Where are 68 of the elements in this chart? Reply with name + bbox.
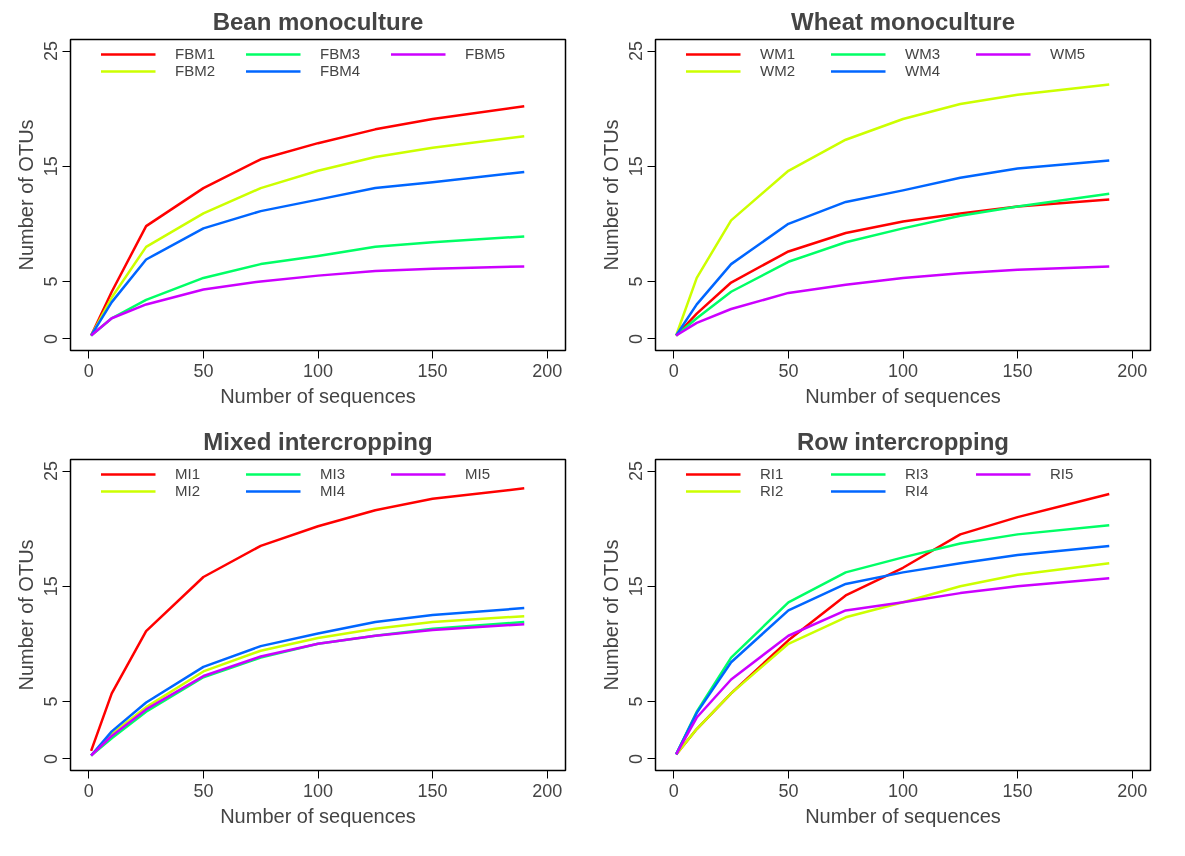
y-tick-label: 5 bbox=[41, 276, 62, 287]
x-tick-label: 200 bbox=[532, 360, 563, 381]
y-axis-title: Number of OTUs bbox=[14, 539, 37, 691]
y-tick-label: 25 bbox=[626, 461, 647, 482]
y-tick-label: 5 bbox=[626, 276, 647, 287]
x-tick-label: 50 bbox=[778, 360, 799, 381]
x-tick-label: 200 bbox=[1117, 780, 1148, 801]
y-tick-label: 25 bbox=[41, 461, 62, 482]
legend-label: WM1 bbox=[760, 45, 796, 62]
legend-label: RI5 bbox=[1050, 465, 1075, 482]
x-tick-label: 150 bbox=[1002, 780, 1033, 801]
legend-label: RI4 bbox=[905, 482, 930, 499]
x-tick-label: 0 bbox=[668, 780, 679, 801]
legend-label: FBM5 bbox=[465, 45, 506, 62]
y-tick-label: 0 bbox=[626, 753, 647, 764]
x-tick-label: 200 bbox=[1117, 360, 1148, 381]
legend-label: MI3 bbox=[320, 465, 346, 482]
legend-label: FBM4 bbox=[320, 62, 361, 79]
legend-label: RI2 bbox=[760, 482, 785, 499]
x-axis-title: Number of sequences bbox=[805, 804, 1001, 827]
chart-title: Wheat monoculture bbox=[791, 7, 1016, 35]
legend-label: MI4 bbox=[320, 482, 346, 499]
y-tick-label: 25 bbox=[626, 41, 647, 62]
x-tick-label: 100 bbox=[887, 360, 919, 381]
y-tick-label: 25 bbox=[41, 41, 62, 62]
legend-label: FBM2 bbox=[175, 62, 216, 79]
chart-title: Mixed intercropping bbox=[203, 427, 433, 455]
legend-label: FBM3 bbox=[320, 45, 361, 62]
x-tick-label: 50 bbox=[778, 780, 799, 801]
legend-label: WM2 bbox=[760, 62, 796, 79]
legend-label: WM4 bbox=[905, 62, 941, 79]
legend-label: WM3 bbox=[905, 45, 941, 62]
x-tick-label: 100 bbox=[302, 360, 334, 381]
y-tick-label: 0 bbox=[41, 333, 62, 344]
x-tick-label: 100 bbox=[887, 780, 919, 801]
legend-label: WM5 bbox=[1050, 45, 1086, 62]
y-tick-label: 5 bbox=[41, 696, 62, 707]
x-axis-title: Number of sequences bbox=[220, 384, 416, 407]
x-axis-title: Number of sequences bbox=[805, 384, 1001, 407]
x-tick-label: 200 bbox=[532, 780, 563, 801]
x-tick-label: 50 bbox=[193, 360, 214, 381]
y-tick-label: 15 bbox=[626, 156, 647, 177]
legend-label: FBM1 bbox=[175, 45, 216, 62]
legend-label: MI1 bbox=[175, 465, 201, 482]
y-tick-label: 15 bbox=[41, 576, 62, 597]
legend-label: RI3 bbox=[905, 465, 930, 482]
y-axis-title: Number of OTUs bbox=[599, 119, 622, 271]
x-tick-label: 0 bbox=[668, 360, 679, 381]
legend-label: MI5 bbox=[465, 465, 491, 482]
x-tick-label: 0 bbox=[83, 780, 94, 801]
y-tick-label: 15 bbox=[626, 576, 647, 597]
y-tick-label: 15 bbox=[41, 156, 62, 177]
legend-label: MI2 bbox=[175, 482, 201, 499]
chart-title: Row intercropping bbox=[797, 427, 1009, 455]
x-tick-label: 50 bbox=[193, 780, 214, 801]
x-tick-label: 150 bbox=[1002, 360, 1033, 381]
y-axis-title: Number of OTUs bbox=[599, 539, 622, 691]
chart-title: Bean monoculture bbox=[212, 7, 424, 35]
x-tick-label: 100 bbox=[302, 780, 334, 801]
x-tick-label: 150 bbox=[417, 780, 448, 801]
y-tick-label: 0 bbox=[626, 333, 647, 344]
x-axis-title: Number of sequences bbox=[220, 804, 416, 827]
x-tick-label: 150 bbox=[417, 360, 448, 381]
y-tick-label: 0 bbox=[41, 753, 62, 764]
y-tick-label: 5 bbox=[626, 696, 647, 707]
legend-label: RI1 bbox=[760, 465, 785, 482]
x-tick-label: 0 bbox=[83, 360, 94, 381]
y-axis-title: Number of OTUs bbox=[14, 119, 37, 271]
